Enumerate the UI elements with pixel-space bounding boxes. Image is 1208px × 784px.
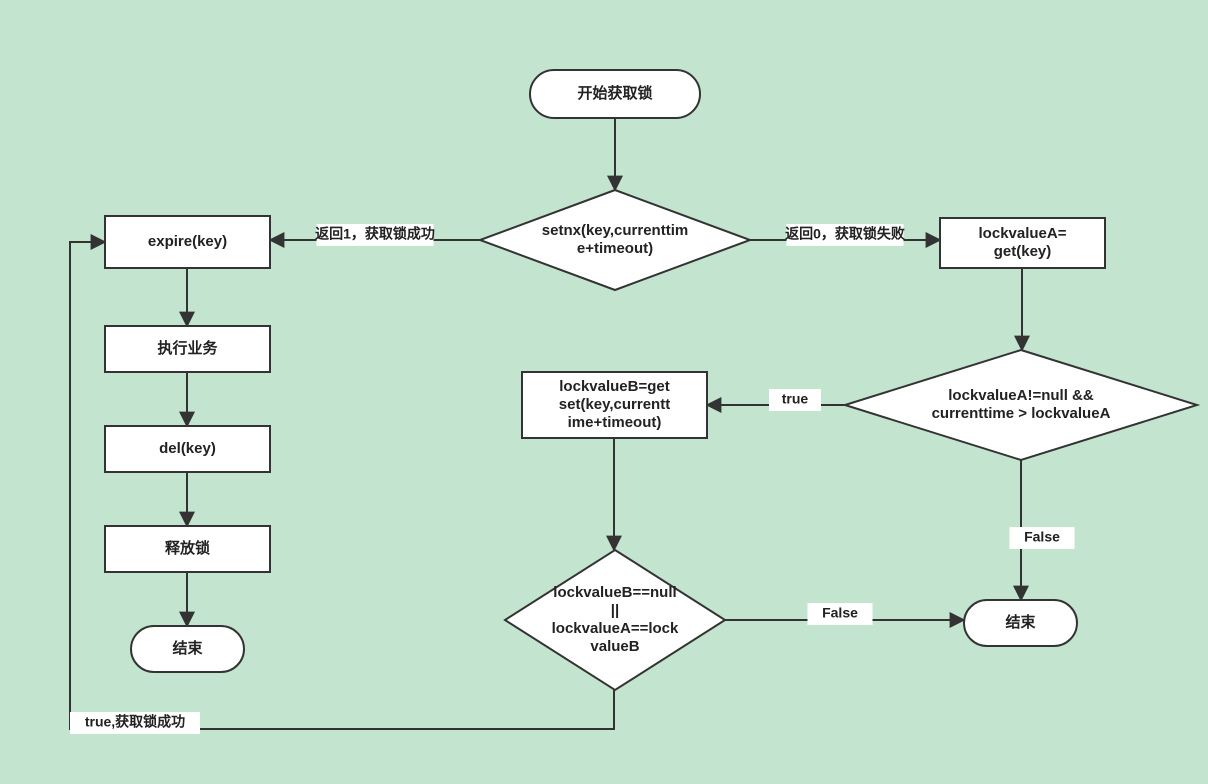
node-getset: lockvalueB=getset(key,currenttime+timeou… [522, 372, 707, 438]
edge-label: true [782, 391, 809, 407]
edge-label: true,获取锁成功 [85, 714, 185, 730]
node-text: setnx(key,currenttim [542, 222, 688, 239]
node-text: valueB [590, 638, 639, 655]
node-text: 开始获取锁 [577, 84, 652, 102]
edge-label: 返回0，获取锁失败 [785, 226, 906, 242]
node-expire: expire(key) [105, 216, 270, 268]
edge-e2: 返回1，获取锁成功 [270, 224, 480, 246]
node-condA: lockvalueA!=null &&currenttime > lockval… [845, 350, 1197, 460]
node-text: set(key,currentt [559, 396, 670, 413]
node-text: 结束 [1005, 613, 1036, 631]
edge-label: False [822, 605, 858, 621]
node-release: 释放锁 [105, 526, 270, 572]
edge-e10: False [1010, 460, 1075, 600]
node-text: lockvalueB=get [559, 378, 669, 395]
node-text: lockvalueA= [979, 225, 1067, 242]
node-text: get(key) [994, 243, 1052, 260]
node-endR: 结束 [964, 600, 1077, 646]
node-text: 释放锁 [165, 539, 210, 557]
edge-label: 返回1，获取锁成功 [315, 226, 435, 242]
node-text: lockvalueB==null [553, 584, 676, 601]
edge-e3: 返回0，获取锁失败 [750, 224, 940, 246]
edge-e9: true [707, 389, 845, 411]
flowchart-canvas: 返回1，获取锁成功 返回0，获取锁失败 true False False true,获取锁… [0, 0, 1208, 784]
node-text: lockvalueA!=null && [948, 387, 1094, 404]
node-setnx: setnx(key,currenttime+timeout) [480, 190, 750, 290]
node-biz: 执行业务 [105, 326, 270, 372]
node-text: del(key) [159, 440, 216, 457]
node-text: currenttime > lockvalueA [932, 405, 1111, 422]
node-endL: 结束 [131, 626, 244, 672]
node-getA: lockvalueA=get(key) [940, 218, 1105, 268]
node-condB: lockvalueB==null||lockvalueA==lockvalueB [505, 550, 725, 690]
node-text: ime+timeout) [568, 414, 662, 431]
node-text: 结束 [172, 639, 203, 657]
node-text: || [611, 602, 619, 619]
node-text: expire(key) [148, 233, 227, 250]
node-start: 开始获取锁 [530, 70, 700, 118]
node-text: lockvalueA==lock [552, 620, 679, 637]
node-del: del(key) [105, 426, 270, 472]
node-text: e+timeout) [577, 240, 653, 257]
edge-e12: False [725, 603, 964, 625]
node-text: 执行业务 [157, 339, 218, 357]
edge-label: False [1024, 529, 1060, 545]
